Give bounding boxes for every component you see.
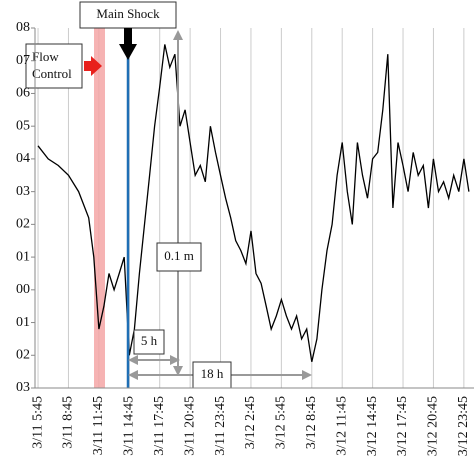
data-line bbox=[37, 44, 470, 362]
x-tick-label: 3/12 14:45 bbox=[365, 396, 380, 456]
arrowhead bbox=[170, 355, 180, 365]
y-tick-label: 00 bbox=[16, 282, 30, 297]
x-tick-label: 3/11 23:45 bbox=[213, 396, 228, 456]
x-tick-label: 3/12 8:45 bbox=[304, 396, 319, 449]
x-tick-label: 3/11 14:45 bbox=[122, 396, 137, 456]
y-tick-label: 01 bbox=[16, 249, 30, 264]
y-tick-label: 05 bbox=[16, 118, 30, 133]
arrowhead bbox=[173, 30, 183, 40]
measure-arrows bbox=[128, 30, 312, 380]
annotation-box bbox=[79, 1, 177, 29]
annotation: Flow bbox=[32, 49, 59, 64]
arrowhead bbox=[128, 355, 138, 365]
annotation: Main Shock bbox=[96, 6, 160, 21]
y-tick-label: 01 bbox=[16, 315, 30, 330]
x-tick-label: 3/12 2:45 bbox=[243, 396, 258, 449]
x-tick-label: 3/11 5:45 bbox=[30, 396, 45, 449]
y-tick-label: 03 bbox=[16, 184, 30, 199]
x-tick-label: 3/11 8:45 bbox=[61, 396, 76, 449]
arrow-shaft bbox=[84, 61, 92, 71]
y-tick-label: 07 bbox=[16, 53, 30, 68]
annotation: Control bbox=[32, 66, 72, 81]
arrowhead bbox=[119, 44, 137, 60]
annotation-box bbox=[192, 361, 232, 389]
y-tick-label: 03 bbox=[16, 380, 30, 395]
annotation: 18 h bbox=[201, 366, 224, 381]
x-tick-label: 3/12 23:45 bbox=[456, 396, 471, 456]
arrowhead bbox=[302, 370, 312, 380]
annotation: 0.1 m bbox=[164, 248, 194, 263]
arrowhead bbox=[128, 370, 138, 380]
arrowhead bbox=[173, 366, 183, 376]
grid bbox=[37, 28, 465, 388]
y-tick-label: 04 bbox=[16, 151, 30, 166]
y-tick-label: 02 bbox=[16, 217, 30, 232]
y-tick-label: 06 bbox=[16, 86, 30, 101]
annotation-box bbox=[156, 242, 202, 272]
x-tick-label: 3/11 20:45 bbox=[182, 396, 197, 456]
arrowhead bbox=[91, 56, 102, 76]
x-tick-label: 3/12 20:45 bbox=[426, 396, 441, 456]
arrow-shaft bbox=[124, 28, 132, 46]
x-tick-label: 3/11 17:45 bbox=[152, 396, 167, 456]
plot bbox=[37, 44, 470, 362]
x-tick-label: 3/12 5:45 bbox=[274, 396, 289, 449]
x-tick-label: 3/11 11:45 bbox=[91, 396, 106, 455]
flow-control-band bbox=[94, 28, 105, 388]
annotation-box bbox=[133, 329, 165, 355]
y-tick-label: 02 bbox=[16, 347, 30, 362]
x-tick-label: 3/12 11:45 bbox=[334, 396, 349, 456]
y-tick-label: 08 bbox=[16, 20, 30, 35]
annotation: 5 h bbox=[141, 333, 158, 348]
x-tick-label: 3/12 17:45 bbox=[395, 396, 410, 456]
